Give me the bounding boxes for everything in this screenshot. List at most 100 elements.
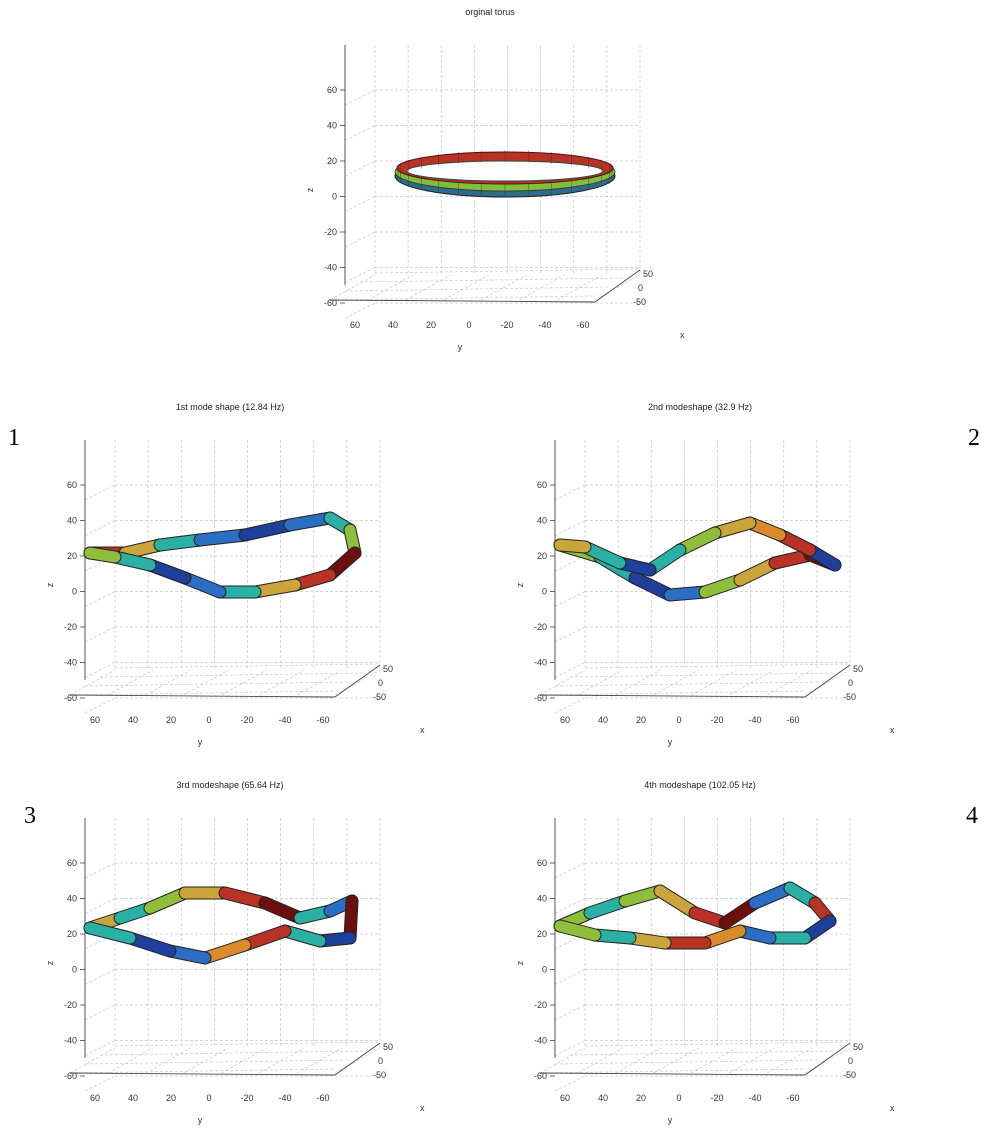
y-tick-label: -60 xyxy=(786,1093,799,1103)
grid-line xyxy=(569,1050,836,1056)
grid-line xyxy=(84,484,116,501)
z-tick-label: 60 xyxy=(67,858,77,868)
x-tick-label: 0 xyxy=(378,678,383,688)
z-tick-label: -20 xyxy=(534,1000,547,1010)
grid-line xyxy=(344,196,376,212)
z-axis-label: z xyxy=(305,187,315,192)
grid-line xyxy=(766,1047,813,1074)
grid-line xyxy=(221,669,267,696)
z-tick-label: -40 xyxy=(534,1036,547,1046)
z-tick-label: 60 xyxy=(537,858,547,868)
grid-line xyxy=(99,1050,366,1056)
x-axis-line xyxy=(334,1042,381,1076)
z-tick-label: 20 xyxy=(537,551,547,561)
y-axis-label: y xyxy=(198,737,203,747)
x-axis-line xyxy=(334,664,381,698)
z-tick-label: 60 xyxy=(537,480,547,490)
grid-line xyxy=(554,626,586,643)
x-tick-label: 0 xyxy=(638,283,643,293)
grid-line xyxy=(766,669,813,696)
x-tick-label: 50 xyxy=(383,664,393,674)
grid-line xyxy=(221,1047,267,1074)
grid-line xyxy=(481,274,527,301)
x-axis-line xyxy=(804,1042,851,1076)
grid-line xyxy=(556,274,603,301)
grid-line xyxy=(554,591,586,607)
z-tick-label: 40 xyxy=(67,516,77,526)
z-tick-label: 20 xyxy=(67,929,77,939)
grid-line xyxy=(84,626,116,643)
grid-line xyxy=(114,663,381,669)
panel-number-2: 2 xyxy=(968,425,980,451)
grid-line xyxy=(691,669,737,696)
y-tick-label: 0 xyxy=(676,1093,681,1103)
grid-line xyxy=(554,520,586,536)
y-tick-label: 20 xyxy=(636,1093,646,1103)
surface-segment xyxy=(84,547,121,563)
y-tick-label: 40 xyxy=(128,715,138,725)
grid-line xyxy=(344,125,376,141)
grid-line xyxy=(84,1075,116,1092)
grid-line xyxy=(334,1047,381,1074)
grid-line xyxy=(584,1041,851,1047)
grid-line xyxy=(577,669,624,696)
grid-line xyxy=(107,1047,154,1074)
z-tick-label: -40 xyxy=(64,1036,77,1046)
surface-segment xyxy=(194,529,251,546)
x-axis-line xyxy=(594,269,641,303)
grid-line xyxy=(69,1047,116,1074)
grid-line xyxy=(539,1047,586,1074)
z-tick-label: -40 xyxy=(534,658,547,668)
z-tick-label: 20 xyxy=(327,156,337,166)
grid-line xyxy=(653,1047,699,1074)
grid-line xyxy=(84,662,116,678)
grid-line xyxy=(554,681,821,687)
y-axis-label: y xyxy=(458,342,463,352)
z-tick-label: -20 xyxy=(64,1000,77,1010)
y-tick-label: -60 xyxy=(316,1093,329,1103)
z-tick-label: 40 xyxy=(537,516,547,526)
y-tick-label: 0 xyxy=(206,715,211,725)
z-tick-label: 60 xyxy=(67,480,77,490)
z-tick-label: -20 xyxy=(324,227,337,237)
x-tick-label: 0 xyxy=(848,1056,853,1066)
surface-segment xyxy=(554,920,601,941)
grid-line xyxy=(653,669,699,696)
grid-line xyxy=(594,274,641,301)
z-tick-label: 40 xyxy=(327,121,337,131)
y-tick-label: -60 xyxy=(576,320,589,330)
grid-line xyxy=(344,231,376,248)
surface-segment xyxy=(284,512,336,531)
grid-line xyxy=(107,669,154,696)
surface-segment xyxy=(124,932,176,957)
grid-line xyxy=(554,1004,586,1021)
y-axis-label: y xyxy=(668,737,673,747)
y-tick-label: -20 xyxy=(240,1093,253,1103)
z-tick-label: -60 xyxy=(64,1071,77,1081)
x-tick-label: -50 xyxy=(843,1070,856,1080)
x-tick-label: 50 xyxy=(643,269,653,279)
x-tick-label: 50 xyxy=(383,1042,393,1052)
z-tick-label: -60 xyxy=(324,298,337,308)
grid-line xyxy=(84,520,116,536)
grid-line xyxy=(84,1004,116,1021)
y-axis-line xyxy=(329,299,596,303)
y-tick-label: -60 xyxy=(786,715,799,725)
y-tick-label: 0 xyxy=(676,715,681,725)
x-tick-label: 0 xyxy=(848,678,853,688)
grid-line xyxy=(183,669,229,696)
y-tick-label: -20 xyxy=(710,715,723,725)
y-tick-label: 60 xyxy=(90,715,100,725)
grid-line xyxy=(374,268,641,274)
grid-line xyxy=(554,1075,586,1092)
x-axis-label: x xyxy=(420,725,425,735)
x-tick-label: -50 xyxy=(843,692,856,702)
grid-line xyxy=(539,1068,806,1074)
z-tick-label: -60 xyxy=(64,693,77,703)
surface-segment xyxy=(249,579,301,598)
grid-line xyxy=(329,274,376,301)
y-axis-line xyxy=(539,1072,806,1076)
